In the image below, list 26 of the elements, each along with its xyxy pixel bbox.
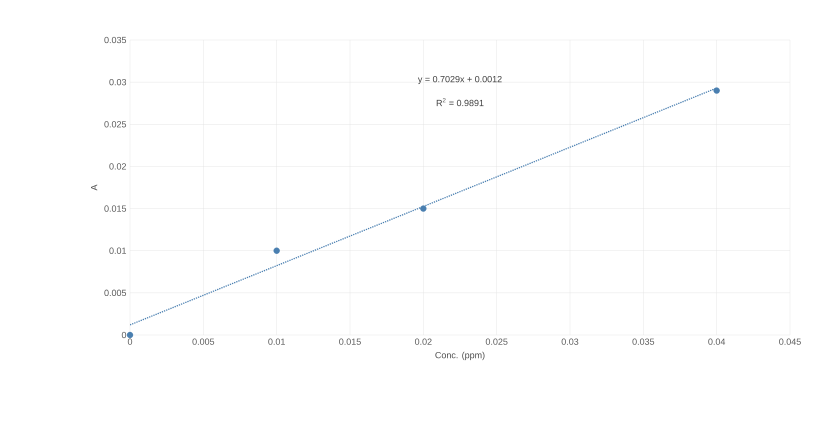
y-tick-label: 0.025 [104,121,126,128]
x-tick-label: 0.045 [779,338,801,345]
x-tick-label: 0.03 [562,338,578,345]
y-axis-title: A [91,184,98,190]
x-tick-label: 0.04 [708,338,726,345]
y-tick-label: 0 [122,332,126,338]
y-tick-label: 0.02 [109,163,126,170]
y-tick-label: 0.015 [104,205,126,212]
y-tick-label: 0.035 [104,36,126,44]
point [126,332,134,338]
point [713,87,720,94]
x-tick-label: 0.035 [632,338,654,345]
x-tick-label: 0.02 [414,338,432,345]
y-tick-label: 0.005 [104,290,126,296]
x-tick-label: 0 [128,338,132,345]
annotation: R$^{2}$ = 0.9891 [436,98,484,106]
x-tick-label: 0.01 [268,338,285,345]
x-tick-label: 0.015 [339,338,361,345]
x-tick-label: 0.005 [192,338,214,345]
y-tick-label: 0.01 [109,248,126,254]
point [273,248,280,254]
annotation: y = 0.7029x + 0.0012 [418,76,502,84]
point [420,205,427,212]
x-axis-title: Conc. (ppm) [435,352,485,360]
x-tick-label: 0.025 [486,338,508,345]
y-tick-label: 0.03 [109,78,126,86]
